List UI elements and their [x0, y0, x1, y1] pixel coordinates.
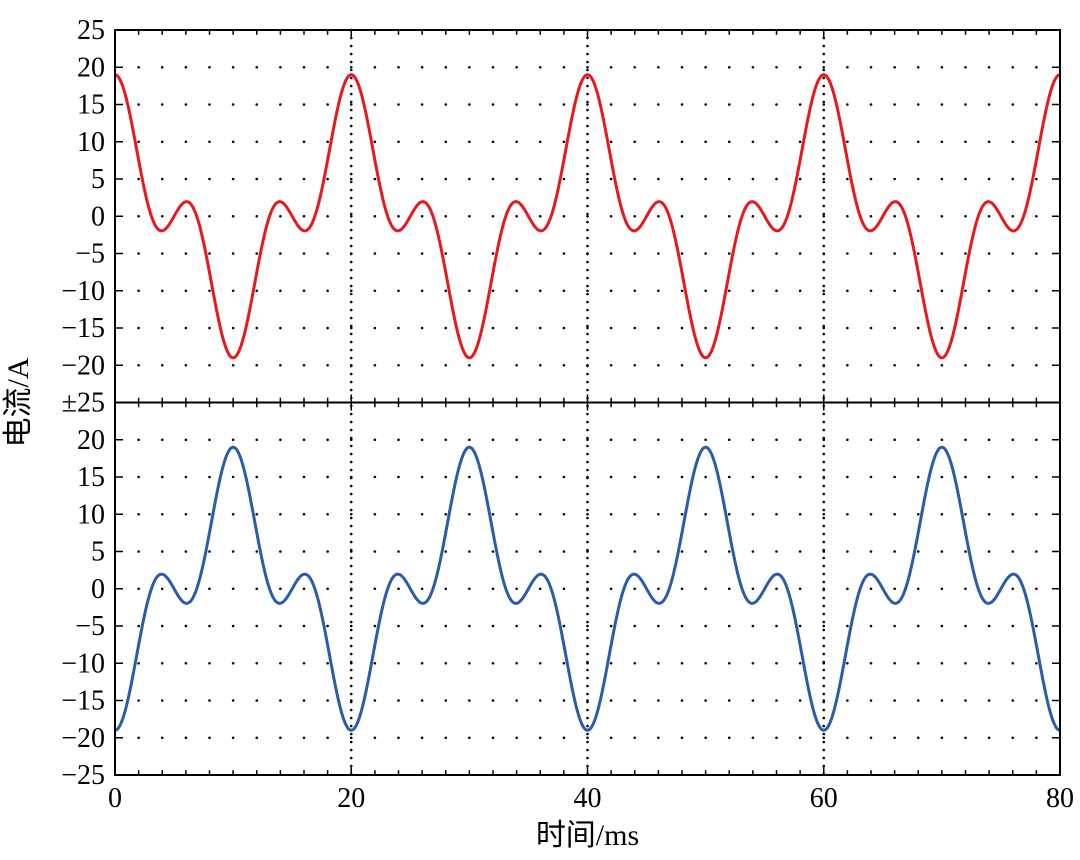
y-tick-label: −10 [61, 276, 105, 307]
y-tick-label: −5 [75, 239, 105, 270]
y-tick-label: 20 [77, 52, 105, 83]
y-tick-label: 0 [91, 574, 105, 605]
y-tick-label: 25 [77, 15, 105, 46]
y-tick-label: 15 [77, 90, 105, 121]
x-tick-label: 60 [810, 783, 838, 814]
y-tick-label: −20 [61, 350, 105, 381]
y-tick-label: 20 [77, 425, 105, 456]
x-tick-label: 20 [337, 783, 365, 814]
chart-svg: 0 20 40 60 80 −20 −15 −10 −5 0 5 10 15 20 25 −25 −20 −15 −… [0, 0, 1080, 860]
y-tick-label: −15 [61, 313, 105, 344]
y-tick-label: 15 [77, 462, 105, 493]
y-tick-label: 5 [91, 164, 105, 195]
y-tick-label: −10 [61, 648, 105, 679]
x-tick-label: 80 [1046, 783, 1074, 814]
x-axis-label: 时间/ms [536, 819, 639, 852]
y-tick-label-shared: ±25 [62, 388, 105, 419]
y-tick-label: −20 [61, 723, 105, 754]
y-tick-label: 5 [91, 537, 105, 568]
current-waveform-chart: 0 20 40 60 80 −20 −15 −10 −5 0 5 10 15 20 25 −25 −20 −15 −… [0, 0, 1080, 860]
y-tick-label: −5 [75, 611, 105, 642]
y-tick-label: −25 [61, 760, 105, 791]
y-axis-label: 电流/A [2, 357, 35, 447]
y-tick-label: 10 [77, 127, 105, 158]
y-tick-label: −15 [61, 686, 105, 717]
y-tick-label: 0 [91, 201, 105, 232]
y-tick-label: 10 [77, 499, 105, 530]
x-tick-label: 40 [574, 783, 602, 814]
x-tick-label: 0 [108, 783, 122, 814]
